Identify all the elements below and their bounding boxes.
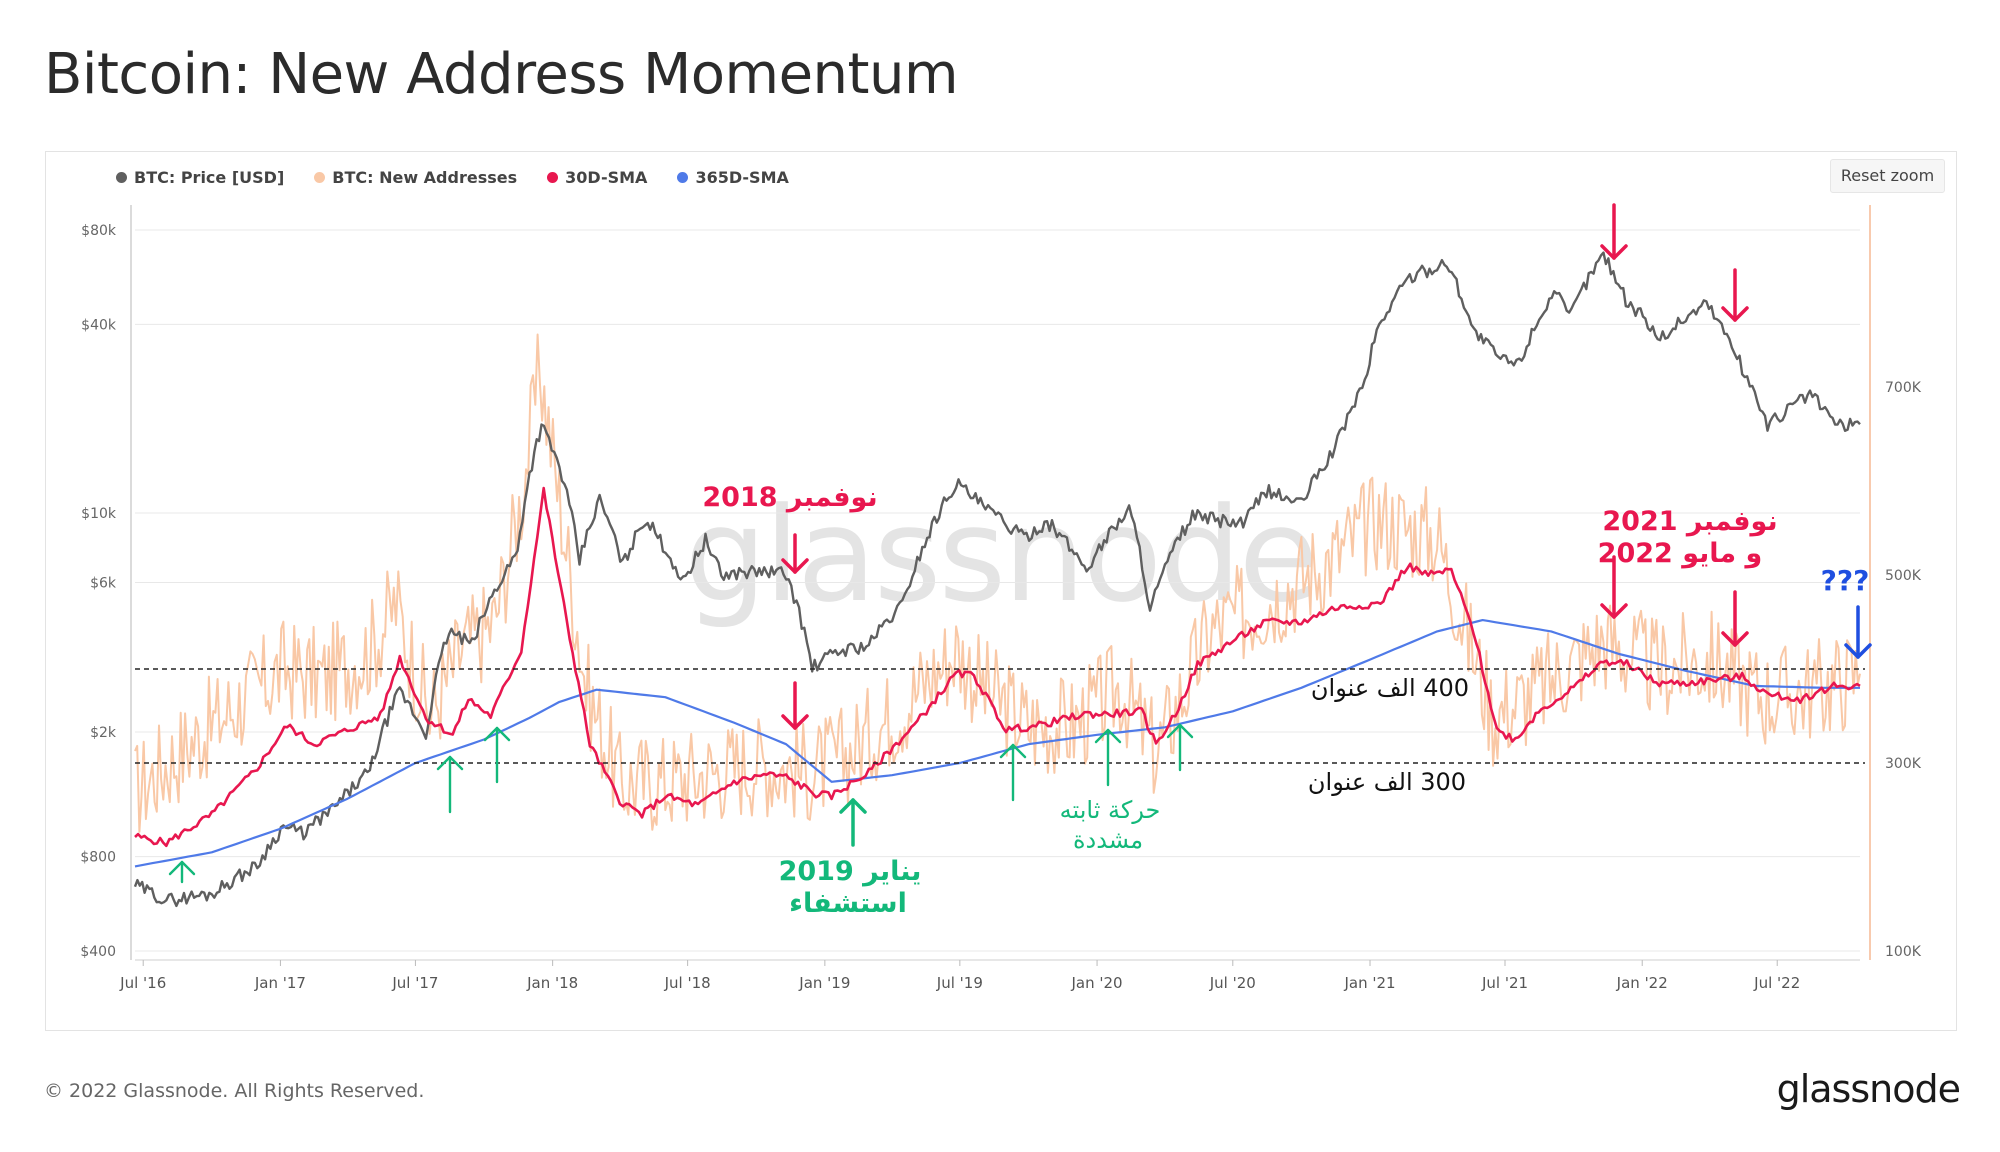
annotation-nov-2021: نوفمبر 2021: [1602, 506, 1777, 537]
x-tick-label: Jul '22: [1753, 974, 1800, 992]
arrow-up-small: [168, 860, 196, 884]
series-line-365d-sma: [134, 619, 1860, 868]
reference-label: 400 الف عنوان: [1311, 674, 1469, 702]
arrow-down-nov-2018-sma: [781, 681, 809, 730]
annotation-nov-2018: نوفمبر 2018: [702, 482, 877, 513]
legend: BTC: Price [USD] BTC: New Addresses 30D-…: [116, 168, 789, 187]
arrow-up-small-head: [1166, 723, 1194, 739]
legend-dot-price: [116, 172, 127, 183]
annotation-may-2022: و مايو 2022: [1598, 538, 1763, 569]
x-tick-label: Jan '21: [1343, 974, 1395, 992]
legend-label-30d-sma: 30D-SMA: [565, 168, 648, 187]
legend-dot-365d-sma: [677, 172, 689, 183]
arrow-down-unknown-head: [1844, 643, 1872, 659]
legend-label-price: BTC: Price [USD]: [134, 168, 285, 187]
annotation-stable-move: حركة ثابته: [1060, 796, 1161, 824]
arrow-down-nov-2021-price: [1600, 203, 1628, 260]
x-tick-label: Jan '18: [526, 974, 578, 992]
watermark-text: glassnode: [684, 479, 1315, 631]
x-tick-label: Jul '19: [936, 974, 983, 992]
legend-dot-new-addresses: [314, 172, 326, 183]
arrow-down-may-2022-sma: [1721, 590, 1749, 647]
arrow-up-small: [436, 755, 464, 814]
x-tick-label: Jul '16: [119, 974, 166, 992]
annotation-unknown: ???: [1821, 564, 1870, 597]
arrow-down-may-2022-price-head: [1721, 306, 1749, 322]
arrow-down-nov-2021-sma: [1600, 555, 1628, 619]
annotation-recovery: استشفاء: [789, 888, 907, 919]
x-tick-label: Jul '20: [1209, 974, 1256, 992]
y-left-tick-label: $40k: [81, 317, 117, 333]
annotation-jan-2019: يناير 2019: [779, 856, 922, 887]
arrow-up-small-head: [436, 755, 464, 771]
arrow-down-nov-2021-price-head: [1600, 244, 1628, 260]
page-title: Bitcoin: New Address Momentum: [44, 42, 959, 107]
legend-label-365d-sma: 365D-SMA: [695, 168, 789, 187]
y-left-tick-label: $800: [80, 850, 116, 866]
legend-dot-30d-sma: [547, 172, 559, 183]
arrow-down-unknown: [1844, 605, 1872, 659]
reference-label: 300 الف عنوان: [1308, 768, 1466, 796]
arrow-up-small: [999, 743, 1027, 802]
chart-frame: [45, 151, 1957, 1031]
arrow-up-small: [483, 726, 511, 784]
y-right-tick-label: 500K: [1885, 568, 1922, 584]
y-left-tick-label: $6k: [90, 575, 117, 591]
arrow-down-nov-2021-sma-head: [1600, 603, 1628, 619]
arrow-down-nov-2018-head: [781, 558, 809, 574]
legend-item-new-addresses[interactable]: BTC: New Addresses: [314, 168, 517, 187]
x-tick-label: Jan '22: [1616, 974, 1668, 992]
x-tick-label: Jul '18: [664, 974, 711, 992]
arrow-up-small-head: [999, 743, 1027, 759]
series-line-btc-price-usd-: [133, 251, 1861, 908]
x-tick-label: Jul '21: [1481, 974, 1528, 992]
arrow-up-jan-2019-head: [839, 798, 867, 814]
arrow-down-nov-2018-sma-head: [781, 714, 809, 730]
footer-logo: glassnode: [1776, 1067, 1961, 1111]
y-right-tick-label: 100K: [1885, 944, 1922, 960]
arrow-up-small-head: [1094, 728, 1122, 744]
footer-copyright: © 2022 Glassnode. All Rights Reserved.: [44, 1080, 425, 1102]
arrow-up-small-head: [483, 726, 511, 742]
arrow-up-small: [1094, 728, 1122, 787]
x-tick-label: Jul '17: [391, 974, 438, 992]
y-left-tick-label: $400: [80, 944, 116, 960]
arrow-down-may-2022-price: [1721, 268, 1749, 322]
legend-item-price[interactable]: BTC: Price [USD]: [116, 168, 284, 187]
arrow-down-may-2022-sma-head: [1721, 631, 1749, 647]
x-tick-label: Jan '20: [1071, 974, 1123, 992]
x-tick-label: Jan '19: [798, 974, 850, 992]
legend-item-30d-sma[interactable]: 30D-SMA: [547, 168, 647, 187]
arrow-down-nov-2018: [781, 533, 809, 574]
series-line-btc-new-addresses: [134, 333, 1861, 833]
y-left-tick-label: $2k: [90, 725, 117, 741]
x-tick-label: Jan '17: [254, 974, 306, 992]
y-left-tick-label: $10k: [81, 506, 117, 522]
annotation-strong: مشددة: [1073, 826, 1143, 854]
reset-zoom-button[interactable]: Reset zoom: [1830, 159, 1945, 193]
legend-item-365d-sma[interactable]: 365D-SMA: [677, 168, 789, 187]
y-right-tick-label: 300K: [1885, 756, 1922, 772]
series-line-30d-sma: [134, 486, 1861, 848]
arrow-up-jan-2019: [839, 798, 867, 847]
legend-label-new-addresses: BTC: New Addresses: [332, 168, 518, 187]
y-right-tick-label: 700K: [1885, 380, 1922, 396]
arrow-up-small-head: [168, 860, 196, 876]
arrow-up-small: [1166, 723, 1194, 772]
y-left-tick-label: $80k: [81, 223, 117, 239]
